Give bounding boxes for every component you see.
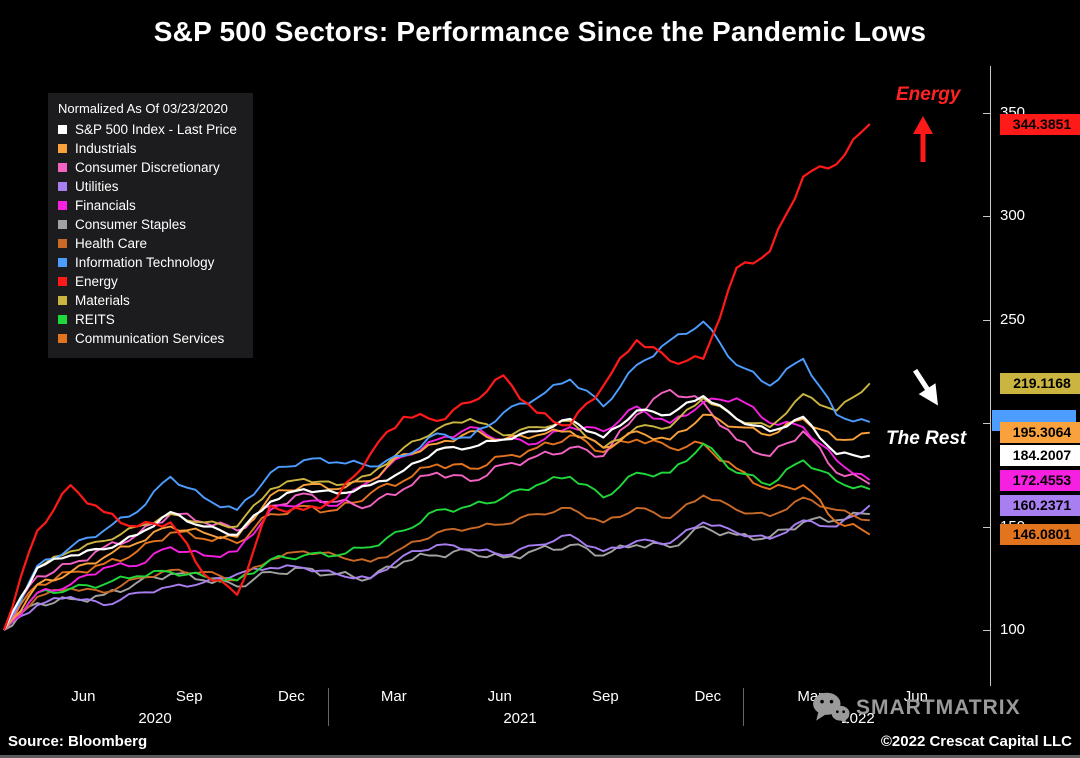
y-tick-label-250: 250 <box>1000 310 1026 328</box>
legend-swatch-reits <box>58 315 67 324</box>
right-y-axis-line <box>990 66 991 686</box>
line-information-technology <box>3 320 871 631</box>
line-health-care <box>3 494 870 631</box>
x-tick-label: Sep <box>591 688 619 705</box>
line-energy <box>2 123 871 631</box>
y-tick-mark <box>983 319 990 321</box>
legend-swatch-utilities <box>58 182 67 191</box>
watermark: SMARTMATRIX <box>812 692 1021 724</box>
legend-label: REITS <box>75 312 115 327</box>
line-consumer-discretionary <box>3 388 871 631</box>
legend-item-industrials: Industrials <box>58 139 237 158</box>
year-separator <box>743 688 745 726</box>
legend-label: Health Care <box>75 236 148 251</box>
x-tick-label: Dec <box>694 688 722 705</box>
y-tick-mark <box>983 423 990 424</box>
line-reits <box>3 442 871 631</box>
x-tick-label: Jun <box>71 688 96 705</box>
year-label-2022: 2022 <box>841 710 875 727</box>
legend-label: Consumer Discretionary <box>75 160 220 175</box>
legend-item-information-technology: Information Technology <box>58 253 237 272</box>
energy-annotation: Energy <box>896 84 961 105</box>
legend-label: Information Technology <box>75 255 215 270</box>
last-price-label-219.1168: 219.1168 <box>1000 372 1080 394</box>
watermark-text: SMARTMATRIX <box>856 696 1021 719</box>
legend-items: S&P 500 Index - Last Price Industrials Con… <box>58 120 237 348</box>
y-tick-mark <box>983 526 990 528</box>
legend-swatch-consumer-staples <box>58 220 67 229</box>
x-tick-label: Jun <box>487 688 512 705</box>
legend-box: Normalized As Of 03/23/2020 S&P 500 Inde… <box>48 93 253 358</box>
legend-item-s-p-500-index-last-price: S&P 500 Index - Last Price <box>58 120 237 139</box>
legend-swatch-energy <box>58 277 67 286</box>
legend-swatch-industrials <box>58 144 67 153</box>
y-tick-label-100: 100 <box>1000 621 1026 638</box>
legend-label: Communication Services <box>75 331 225 346</box>
legend-swatch-materials <box>58 296 67 305</box>
legend-swatch-financials <box>58 201 67 210</box>
page-title: S&P 500 Sectors: Performance Since the P… <box>153 16 927 47</box>
y-tick-mark <box>983 630 990 631</box>
last-price-label-195.3064: 195.3064 <box>1000 422 1080 444</box>
source-credit: Source: Bloomberg <box>8 733 148 750</box>
x-tick-label: Mar <box>380 688 407 705</box>
year-separator <box>328 688 330 726</box>
legend-item-consumer-discretionary: Consumer Discretionary <box>58 158 237 177</box>
x-tick-label: Jun <box>903 688 928 705</box>
legend-item-energy: Energy <box>58 272 237 291</box>
legend-item-communication-services: Communication Services <box>58 329 237 348</box>
energy-up-arrow-icon <box>913 116 933 162</box>
last-price-label-172.4553: 172.4553 <box>1000 469 1080 491</box>
legend-label: S&P 500 Index - Last Price <box>75 122 237 137</box>
legend-item-utilities: Utilities <box>58 177 237 196</box>
legend-title: Normalized As Of 03/23/2020 <box>58 101 228 116</box>
line-industrials <box>3 413 870 631</box>
line-consumer-staples <box>3 511 870 631</box>
last-price-label-160.2371: 160.2371 <box>1000 494 1080 516</box>
legend-swatch-s-p-500-index-last-price <box>58 125 67 134</box>
legend-item-consumer-staples: Consumer Staples <box>58 215 237 234</box>
year-label-2021: 2021 <box>503 710 537 727</box>
bottom-edge-strip <box>0 755 1080 758</box>
legend-label: Financials <box>75 198 136 213</box>
legend-label: Industrials <box>75 141 137 156</box>
legend-swatch-information-technology <box>58 258 67 267</box>
legend-swatch-consumer-discretionary <box>58 163 67 172</box>
the-rest-down-arrow-icon <box>913 368 938 406</box>
x-tick-label: Sep <box>175 688 203 705</box>
legend-item-reits: REITS <box>58 310 237 329</box>
y-tick-label-300: 300 <box>1000 207 1026 224</box>
legend-item-financials: Financials <box>58 196 237 215</box>
copyright: ©2022 Crescat Capital LLC <box>880 733 1072 750</box>
y-tick-mark <box>983 112 990 114</box>
legend-label: Energy <box>75 274 118 289</box>
last-price-label-184.2007: 184.2007 <box>1000 445 1080 467</box>
legend-item-health-care: Health Care <box>58 234 237 253</box>
legend-label: Materials <box>75 293 130 308</box>
line-financials <box>3 397 871 631</box>
line-communication-services <box>3 434 871 631</box>
line-utilities <box>3 504 871 631</box>
the-rest-annotation: The Rest <box>886 428 967 449</box>
last-price-label-344.3851: 344.3851 <box>1000 113 1080 135</box>
legend-label: Utilities <box>75 179 119 194</box>
legend-swatch-health-care <box>58 239 67 248</box>
x-tick-label: Dec <box>278 688 305 705</box>
last-price-label-146.0801: 146.0801 <box>1000 524 1080 546</box>
year-label-2020: 2020 <box>138 710 172 727</box>
legend-item-materials: Materials <box>58 291 237 310</box>
wechat-icon <box>813 692 850 724</box>
legend-swatch-communication-services <box>58 334 67 343</box>
line-s-p-500-index-last-price <box>3 395 871 631</box>
y-tick-mark <box>983 216 990 217</box>
legend-label: Consumer Staples <box>75 217 187 232</box>
